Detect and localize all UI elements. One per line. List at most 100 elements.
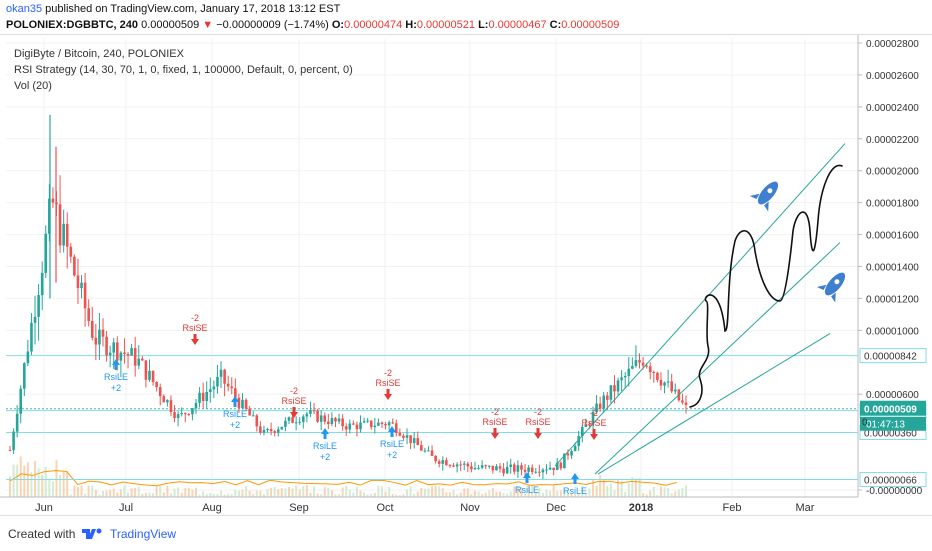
legend-volume[interactable]: Vol (20) [14,80,52,92]
volume-bar [491,487,494,497]
author-link[interactable]: okan35 [6,3,43,15]
volume-bar [677,489,680,497]
candle-body [316,410,319,422]
candle-body [652,371,656,373]
chart-legend: DigiByte / Bitcoin, 240, POLONIEX RSI St… [14,46,353,94]
volume-bar [66,471,69,497]
candle-body [327,421,330,425]
volume-bar [159,485,162,497]
volume-bar [173,488,176,497]
volume-bar [177,487,180,497]
volume-bar [223,494,226,497]
volume-bar [563,490,566,497]
sell-signal-qty: -2 [191,313,199,323]
volume-bar [84,493,87,497]
tradingview-brand[interactable]: TradingView [110,527,177,541]
legend-title[interactable]: DigiByte / Bitcoin, 240, POLONIEX [14,48,184,60]
volume-bar [456,494,459,497]
volume-bar [76,486,79,497]
sell-arrow-icon [534,428,542,439]
volume-bar [109,490,112,497]
high-label: H: [405,19,417,31]
candle-body [516,465,520,472]
volume-bar [638,477,641,497]
volume-bar [649,490,652,497]
candle-body [441,460,445,464]
volume-bar [656,494,659,497]
y-tick-label: 0.00001200 [866,294,919,305]
volume-bar [105,490,108,497]
candle-body [151,370,155,383]
volume-bar [584,493,587,497]
x-tick-label: Aug [202,502,222,514]
x-tick-label: Nov [460,502,480,514]
buy-arrow-icon [571,473,579,484]
volume-bar [617,478,620,497]
buy-signal-label: RsiLE [223,409,247,419]
footer: Created with TradingView [0,515,932,551]
candle-body [541,469,545,473]
volume-bar [459,492,462,497]
candle-body [312,410,316,412]
candle-body [80,282,83,289]
y-tick-label: 0.00000600 [866,390,919,401]
volume-bar [423,488,426,497]
candle-body [366,420,369,422]
buy-signal-label: RsiLE [380,439,404,449]
candle-body [90,321,94,338]
candle-body [23,363,26,389]
candle-body [641,362,645,366]
candle-body [409,435,412,444]
volume-bar [9,476,11,497]
legend-strategy[interactable]: RSI Strategy (14, 30, 70, 1, 0, fixed, 1… [14,64,353,76]
volume-bar [119,489,122,497]
candle-body [369,420,373,428]
y-tick-label: 0.00002000 [866,167,919,178]
volume-bar [366,494,369,497]
candle-body [15,413,19,432]
volume-bar [538,488,541,497]
candle-body [291,417,294,423]
price-chart[interactable]: RsiLE+2-2RsiSERsiLE+2-2RsiSERsiLE+2-2Rsi… [0,35,932,516]
open-label: O: [331,19,345,31]
volume-bar [402,494,405,497]
sell-signal-qty: -2 [491,407,499,417]
high-value: 0.00000521 [416,19,475,31]
candle-body [180,413,183,415]
volume-bar [345,485,348,497]
close-label: C: [549,19,562,31]
volume-bar [552,485,555,497]
y-tick-label: 0.00001000 [866,326,919,337]
candle-body [591,411,595,425]
candle-body [273,431,276,433]
buy-signal-label: RsiLE [104,372,128,382]
volume-bar [380,486,383,497]
candle-body [183,413,187,415]
volume-bar [212,494,215,497]
buy-arrow-icon [523,472,531,483]
candle-body [580,426,584,437]
candle-body [169,400,173,413]
candle-body [158,387,162,397]
chart-area[interactable]: RsiLE +2 -2 RsiSE RsiLE +2 -2 RsiSE RsiLE +2 -2 Rsi… [0,34,932,516]
rocket-window [834,279,840,285]
volume-bar [452,489,455,497]
candle-body [116,342,119,361]
volume-bar [441,488,444,497]
rocket-body [824,272,846,296]
candle-body [584,424,588,427]
candle-body [398,432,402,436]
candle-body [334,418,337,422]
volume-bar [316,493,319,497]
close-value: 0.00000509 [561,19,620,31]
candle-body [387,422,391,426]
candle-body [144,360,148,380]
sell-arrow-icon [491,428,499,439]
candle-body [269,428,273,432]
candle-body [309,410,312,414]
volume-bar [37,468,40,497]
countdown-tag [860,416,926,431]
volume-bar [187,488,190,497]
candle-body [545,469,548,471]
volume-bar [570,493,573,497]
